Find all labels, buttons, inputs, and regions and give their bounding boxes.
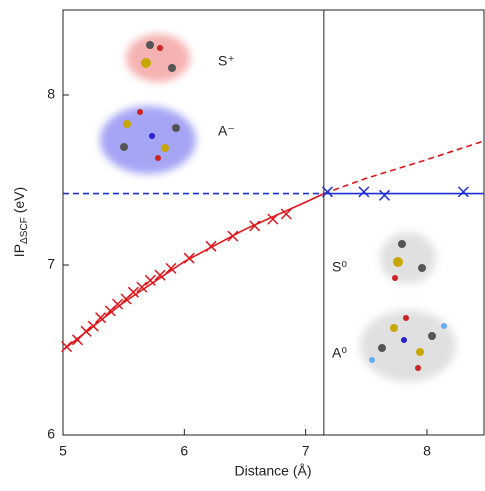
annotation: S⁺ bbox=[218, 53, 235, 69]
y-tick-label: 6 bbox=[47, 426, 55, 442]
molecule-s-zero bbox=[380, 232, 436, 284]
x-axis-label: Distance (Å) bbox=[234, 463, 311, 479]
marker bbox=[112, 298, 124, 310]
marker bbox=[165, 262, 177, 274]
x-tick-label: 7 bbox=[302, 443, 310, 459]
y-label-main: IP bbox=[11, 244, 27, 257]
marker bbox=[457, 186, 469, 198]
y-axis-label: IPΔSCF (eV) bbox=[11, 187, 30, 257]
series-line bbox=[62, 192, 325, 351]
y-label-sub: ΔSCF bbox=[19, 217, 30, 244]
marker bbox=[136, 281, 148, 293]
marker bbox=[378, 189, 391, 201]
x-tick-label: 6 bbox=[180, 443, 188, 459]
series-line bbox=[323, 140, 485, 195]
marker bbox=[95, 312, 107, 324]
marker bbox=[249, 220, 261, 232]
y-tick-label: 7 bbox=[47, 256, 55, 272]
marker bbox=[280, 208, 292, 220]
annotation: A⁰ bbox=[332, 345, 347, 361]
marker bbox=[358, 186, 370, 198]
x-tick-label: 5 bbox=[59, 443, 67, 459]
y-tick-label: 8 bbox=[47, 86, 55, 102]
annotation: S⁰ bbox=[332, 259, 347, 275]
marker bbox=[154, 269, 166, 281]
molecule-a-minus bbox=[100, 106, 196, 174]
marker bbox=[127, 286, 139, 298]
molecule-a-zero bbox=[360, 310, 456, 382]
molecule-s-plus bbox=[126, 34, 190, 82]
marker bbox=[321, 186, 334, 198]
x-tick-label: 8 bbox=[423, 443, 431, 459]
y-label-unit: (eV) bbox=[11, 187, 27, 213]
plot-frame bbox=[62, 9, 485, 436]
marker bbox=[144, 274, 156, 286]
annotation: A⁻ bbox=[218, 123, 235, 139]
